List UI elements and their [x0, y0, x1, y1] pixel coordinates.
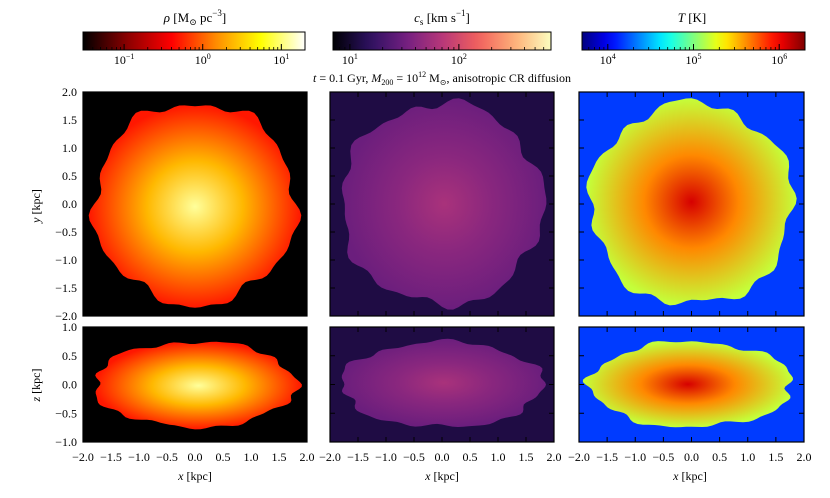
y-tick-label: 0.0 [62, 197, 77, 211]
colorbar-tick-label-T-1: 105 [686, 52, 702, 67]
x-axes: −2.0 −1.5 −1.0 −0.5 0.0 0.5 1.0 1.5 2.0 −2.0 −1.5−… [72, 450, 811, 464]
gas-distribution-cs [341, 338, 546, 427]
y-tick-label: −1.0 [55, 253, 77, 267]
y-axis-bottom: −1.0 −0.5 0.0 0.5 1.0 [55, 320, 77, 449]
colorbar-tick-label-T-0: 104 [600, 52, 616, 67]
figure-title: t = 0.1 Gyr, M200 = 1012 M⊙, anisotropic… [313, 70, 571, 87]
y-tick-label: 1.0 [62, 320, 77, 334]
x-tick-label: 1.5 [768, 450, 783, 464]
colorbar-label-cs: cs [km s−1] [414, 8, 470, 27]
gas-distribution-T [582, 341, 793, 428]
x-axis-label-2: x [kpc] [672, 469, 707, 483]
x-tick-label: 0.0 [188, 450, 203, 464]
y-tick-label: 2.0 [62, 85, 77, 99]
x-tick-label: −0.5 [156, 450, 178, 464]
colorbar-tick-label-rho-2: 101 [273, 52, 289, 67]
panel-face-on-T [578, 91, 805, 317]
colorbar-cs: 101 102 [332, 31, 552, 67]
x-tick-label: −0.5 [403, 450, 425, 464]
colorbar-T: 104 105 106 [581, 31, 806, 67]
x-tick-label: −1.0 [375, 450, 397, 464]
gas-distribution-rho [88, 105, 302, 308]
x-axis-label-1: x [kpc] [424, 469, 459, 483]
y-tick-label: −0.5 [55, 406, 77, 420]
y-tick-label: 0.5 [62, 349, 77, 363]
y-axis-top: −2.0 −1.5 −1.0 −0.5 0.0 0.5 1.0 1.5 2.0 [55, 85, 77, 323]
x-tick-label: −0.5 [652, 450, 674, 464]
panel-edge-on-cs [329, 326, 555, 443]
colorbar-tick-label-rho-1: 100 [195, 52, 211, 67]
x-tick-label: −1.5 [596, 450, 618, 464]
x-tick-label: −1.5 [347, 450, 369, 464]
colorbar-rho: 10−1 100 101 [82, 31, 306, 67]
panel-edge-on-rho [82, 326, 308, 443]
x-tick-label: 1.0 [244, 450, 259, 464]
x-tick-label: −2.0 [72, 450, 94, 464]
y-axis-label-bottom: z [kpc] [29, 369, 43, 403]
x-tick-label: 1.5 [519, 450, 534, 464]
x-tick-label: 1.0 [740, 450, 755, 464]
panel-face-on-rho [82, 91, 308, 317]
colorbar-gradient-rho [82, 31, 306, 51]
x-tick-label: −1.0 [624, 450, 646, 464]
x-tick-label: −1.0 [128, 450, 150, 464]
gas-distribution-cs [341, 98, 547, 310]
x-tick-label: 0.5 [463, 450, 478, 464]
x-axis-label-0: x [kpc] [177, 469, 212, 483]
y-tick-label: −0.5 [55, 225, 77, 239]
y-tick-label: −1.0 [55, 435, 77, 449]
y-tick-label: −1.5 [55, 281, 77, 295]
colorbar-tick-label-rho-0: 10−1 [114, 52, 135, 67]
x-tick-label: 0.0 [435, 450, 450, 464]
y-tick-label: 1.0 [62, 141, 77, 155]
y-axis-label-top: y [kpc] [29, 189, 43, 224]
y-tick-label: 1.5 [62, 113, 77, 127]
x-tick-label: 2.0 [547, 450, 562, 464]
x-tick-label: 1.0 [491, 450, 506, 464]
x-tick-label: 2.0 [797, 450, 812, 464]
panel-edge-on-T [578, 326, 805, 443]
gas-distribution-T [586, 98, 797, 306]
x-tick-label: 0.5 [712, 450, 727, 464]
colorbar-tick-label-T-2: 106 [771, 52, 787, 67]
colorbar-tick-label-cs-1: 102 [451, 52, 467, 67]
x-tick-label: −2.0 [568, 450, 590, 464]
x-tick-label: 0.5 [216, 450, 231, 464]
colorbar-label-rho: ρ [M⊙ pc−3] [163, 8, 226, 27]
x-tick-label: −2.0 [319, 450, 341, 464]
x-tick-label: 1.5 [272, 450, 287, 464]
panel-face-on-cs [329, 91, 555, 317]
y-tick-label: −2.0 [55, 309, 77, 323]
y-tick-label: 0.0 [62, 378, 77, 392]
gas-distribution-rho [95, 341, 302, 430]
x-tick-label: 0.0 [684, 450, 699, 464]
y-tick-label: 0.5 [62, 169, 77, 183]
colorbar-tick-label-cs-0: 101 [342, 52, 358, 67]
x-tick-label: −1.5 [100, 450, 122, 464]
colorbar-label-T: T [K] [678, 10, 707, 25]
x-tick-label: 2.0 [300, 450, 315, 464]
